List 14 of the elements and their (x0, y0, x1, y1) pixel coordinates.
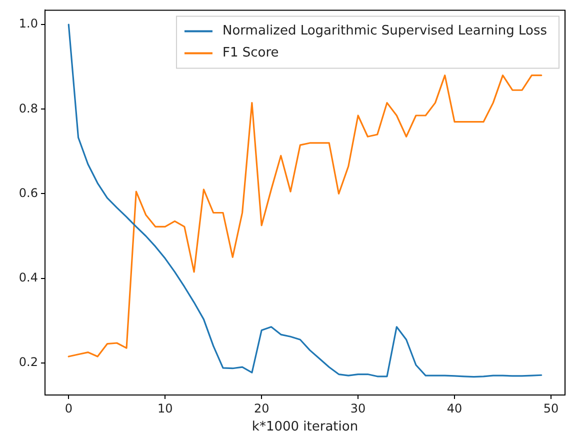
x-tick-label: 30 (350, 401, 366, 416)
x-tick-label: 40 (446, 401, 462, 416)
y-tick-label: 0.2 (18, 354, 38, 369)
y-tick-label: 0.4 (18, 270, 38, 284)
x-axis-title: k*1000 iteration (252, 420, 358, 435)
x-tick-label: 50 (543, 401, 559, 416)
x-tick-label: 0 (64, 401, 72, 416)
legend-label: Normalized Logarithmic Supervised Learning Loss (222, 24, 548, 39)
y-tick-label: 0.6 (18, 186, 38, 200)
legend-label: F1 Score (222, 46, 279, 61)
x-tick-label: 10 (157, 401, 173, 416)
y-tick-label: 0.8 (18, 101, 38, 116)
y-tick-label: 1.0 (18, 16, 38, 31)
x-tick-label: 20 (254, 401, 270, 416)
